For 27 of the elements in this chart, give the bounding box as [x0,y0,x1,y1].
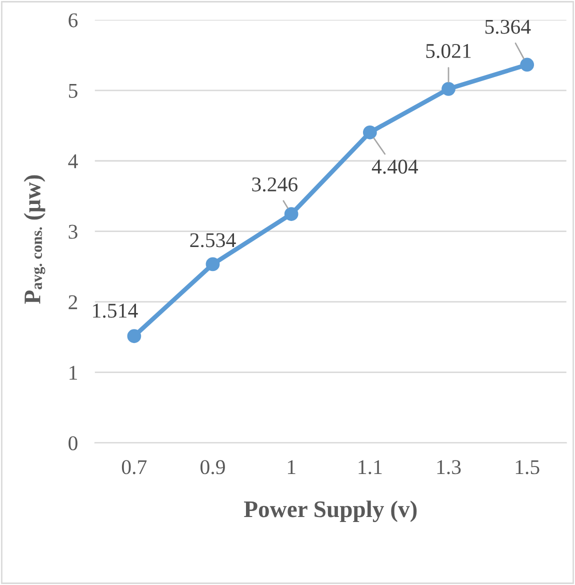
x-tick-label: 1 [288,460,296,474]
x-axis-title: Power Supply (v) [244,500,417,522]
y-tick-label: 4 [68,154,78,168]
point [206,257,220,272]
point [442,82,456,96]
data-label: 2.534 [190,233,236,248]
y-tick-label: 5 [69,84,78,98]
x-tick-label: 1.5 [516,460,540,474]
point [520,58,534,72]
data-label: 5.364 [485,20,531,34]
y-tick-label: 6 [68,13,78,28]
y-axis-title: Pavg. cons. (µw) [24,175,46,304]
y-tick-label: 2 [68,295,78,310]
data-label: 3.246 [252,177,298,192]
x-tick-label: 0.7 [122,460,147,474]
data-label: 4.404 [372,160,418,174]
data-label: 1.514 [93,304,138,318]
point [362,125,377,140]
y-tick-label: 1 [70,366,77,380]
x-tick-label: 1.1 [358,460,382,474]
y-tick-label: 0 [68,436,78,450]
x-tick-label: 0.9 [200,460,225,474]
data-label: 5.021 [426,44,471,58]
y-tick-label: 3 [68,224,78,239]
point [127,329,142,344]
x-tick-label: 1.3 [437,460,461,474]
point [284,207,298,221]
